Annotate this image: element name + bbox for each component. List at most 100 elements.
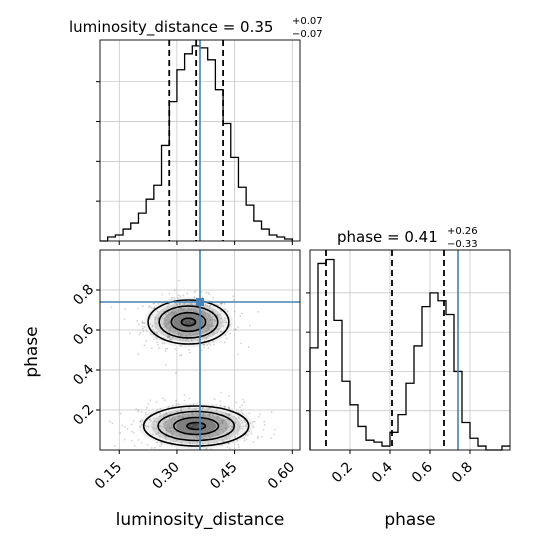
joint-sample-point <box>216 331 219 334</box>
joint-sample-point <box>206 454 208 456</box>
joint-sample-point <box>190 308 193 310</box>
joint-sample-point <box>226 418 229 421</box>
joint-sample-point <box>274 428 277 431</box>
joint-sample-point <box>195 435 198 437</box>
joint-sample-point <box>181 334 184 337</box>
joint-sample-point <box>174 320 177 323</box>
joint-sample-point <box>178 325 181 328</box>
joint-sample-point <box>172 440 175 443</box>
joint-sample-point <box>200 435 203 438</box>
joint-sample-point <box>192 413 194 416</box>
joint-sample-point <box>156 408 159 411</box>
joint-sample-point <box>183 321 186 324</box>
joint-sample-point <box>190 313 193 315</box>
joint-sample-point <box>189 315 192 318</box>
joint-sample-point <box>223 427 226 430</box>
joint-sample-point <box>161 293 164 296</box>
joint-sample-point <box>211 434 214 437</box>
joint-sample-point <box>194 407 196 410</box>
joint-sample-point <box>208 413 211 416</box>
joint-sample-point <box>247 434 249 437</box>
joint-sample-point <box>209 407 212 409</box>
joint-sample-point <box>209 436 212 439</box>
joint-sample-point <box>187 303 189 306</box>
joint-sample-point <box>179 425 182 428</box>
joint-sample-point <box>219 322 222 324</box>
joint-sample-point <box>192 414 194 416</box>
joint-sample-point <box>183 315 186 317</box>
joint-sample-point <box>205 328 208 330</box>
joint-sample-point <box>170 311 173 314</box>
joint-sample-point <box>166 413 169 416</box>
joint-sample-point <box>165 323 168 326</box>
joint-sample-point <box>206 304 209 307</box>
joint-sample-point <box>239 315 242 318</box>
joint-sample-point <box>209 318 212 321</box>
joint-sample-point <box>181 325 184 328</box>
joint-sample-point <box>187 340 190 342</box>
joint-sample-point <box>177 279 180 282</box>
joint-sample-point <box>146 425 148 428</box>
joint-sample-point <box>175 308 178 310</box>
joint-sample-point <box>227 406 230 409</box>
joint-sample-point <box>207 325 210 328</box>
joint-sample-point <box>183 393 186 396</box>
joint-sample-point <box>225 437 228 440</box>
joint-sample-point <box>153 420 156 423</box>
joint-sample-point <box>207 323 210 326</box>
joint-sample-point <box>175 403 178 405</box>
joint-sample-point <box>162 423 165 425</box>
joint-sample-point <box>177 415 180 418</box>
joint-sample-point <box>211 324 214 327</box>
phase-quantile-lines <box>325 250 445 450</box>
joint-y-tick-label: 0.2 <box>70 402 97 429</box>
joint-sample-point <box>196 326 199 328</box>
joint-sample-point <box>180 425 183 427</box>
joint-sample-point <box>196 323 199 325</box>
joint-sample-point <box>191 320 194 323</box>
joint-sample-point <box>200 430 203 432</box>
joint-sample-point <box>156 341 159 344</box>
joint-sample-point <box>129 332 131 335</box>
joint-sample-point <box>187 315 190 318</box>
joint-sample-point <box>189 303 192 306</box>
joint-sample-point <box>165 328 168 330</box>
joint-sample-point <box>179 302 181 305</box>
joint-sample-point <box>159 425 162 427</box>
joint-sample-point <box>224 308 227 310</box>
joint-sample-point <box>192 314 194 316</box>
joint-sample-point <box>183 328 186 330</box>
joint-sample-point <box>196 333 199 335</box>
joint-sample-point <box>196 322 199 325</box>
joint-sample-point <box>187 308 190 310</box>
joint-sample-point <box>159 407 162 410</box>
joint-sample-point <box>196 436 199 438</box>
joint-sample-point <box>178 427 181 429</box>
joint-sample-point <box>189 425 192 428</box>
joint-sample-point <box>183 399 186 402</box>
joint-sample-point <box>180 423 182 425</box>
joint-sample-point <box>173 289 176 292</box>
joint-sample-point <box>216 416 219 418</box>
joint-sample-point <box>183 310 185 312</box>
joint-sample-point <box>190 321 193 323</box>
joint-sample-point <box>208 422 211 425</box>
joint-sample-point <box>217 328 220 330</box>
joint-sample-point <box>174 329 177 332</box>
joint-sample-point <box>194 326 196 329</box>
joint-sample-point <box>113 445 116 447</box>
joint-sample-point <box>221 421 224 424</box>
joint-sample-point <box>175 311 178 314</box>
joint-sample-point <box>166 426 169 429</box>
joint-sample-point <box>205 447 208 450</box>
joint-sample-point <box>201 426 203 428</box>
joint-sample-point <box>163 399 166 402</box>
joint-sample-point <box>197 414 200 416</box>
joint-sample-point <box>149 418 152 421</box>
joint-sample-point <box>148 418 151 421</box>
joint-sample-point <box>145 340 148 342</box>
joint-sample-point <box>176 297 179 299</box>
joint-sample-point <box>202 414 205 417</box>
joint-sample-point <box>148 305 151 307</box>
phase-x-tick-label: 0.8 <box>449 459 476 486</box>
